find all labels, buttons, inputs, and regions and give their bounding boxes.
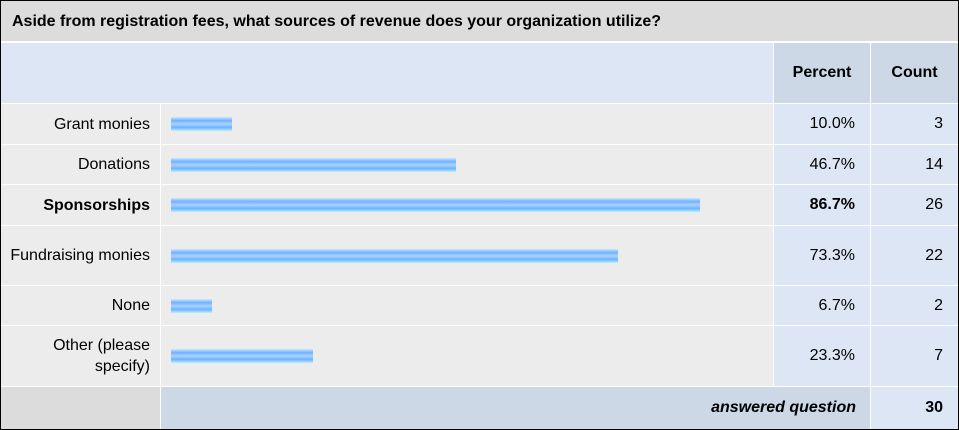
- percent-value: 73.3%: [774, 226, 870, 285]
- answered-question-label: answered question: [161, 387, 870, 429]
- row-label: Other (please specify): [1, 326, 160, 386]
- question-title: Aside from registration fees, what sourc…: [1, 1, 958, 42]
- row-label: None: [1, 286, 160, 325]
- count-value: 3: [871, 104, 958, 144]
- header-blank: [1, 43, 773, 103]
- row-label: Sponsorships: [1, 185, 160, 225]
- percent-value: 86.7%: [774, 185, 870, 225]
- row-label: Grant monies: [1, 104, 160, 144]
- bar: [171, 198, 700, 212]
- count-value: 2: [871, 286, 958, 325]
- bar-cell: [161, 104, 773, 144]
- percent-value: 10.0%: [774, 104, 870, 144]
- bar: [171, 299, 212, 313]
- footer-blank: [1, 387, 160, 429]
- percent-value: 23.3%: [774, 326, 870, 386]
- row-label: Donations: [1, 145, 160, 184]
- bar: [171, 158, 456, 172]
- bar: [171, 117, 232, 131]
- count-header: Count: [871, 43, 958, 103]
- percent-value: 6.7%: [774, 286, 870, 325]
- count-value: 7: [871, 326, 958, 386]
- answered-question-value: 30: [871, 387, 958, 429]
- bar: [171, 249, 618, 263]
- count-value: 26: [871, 185, 958, 225]
- bar: [171, 349, 313, 363]
- count-value: 14: [871, 145, 958, 184]
- row-label: Fundraising monies: [1, 226, 160, 285]
- percent-header: Percent: [774, 43, 870, 103]
- bar-cell: [161, 286, 773, 325]
- percent-value: 46.7%: [774, 145, 870, 184]
- count-value: 22: [871, 226, 958, 285]
